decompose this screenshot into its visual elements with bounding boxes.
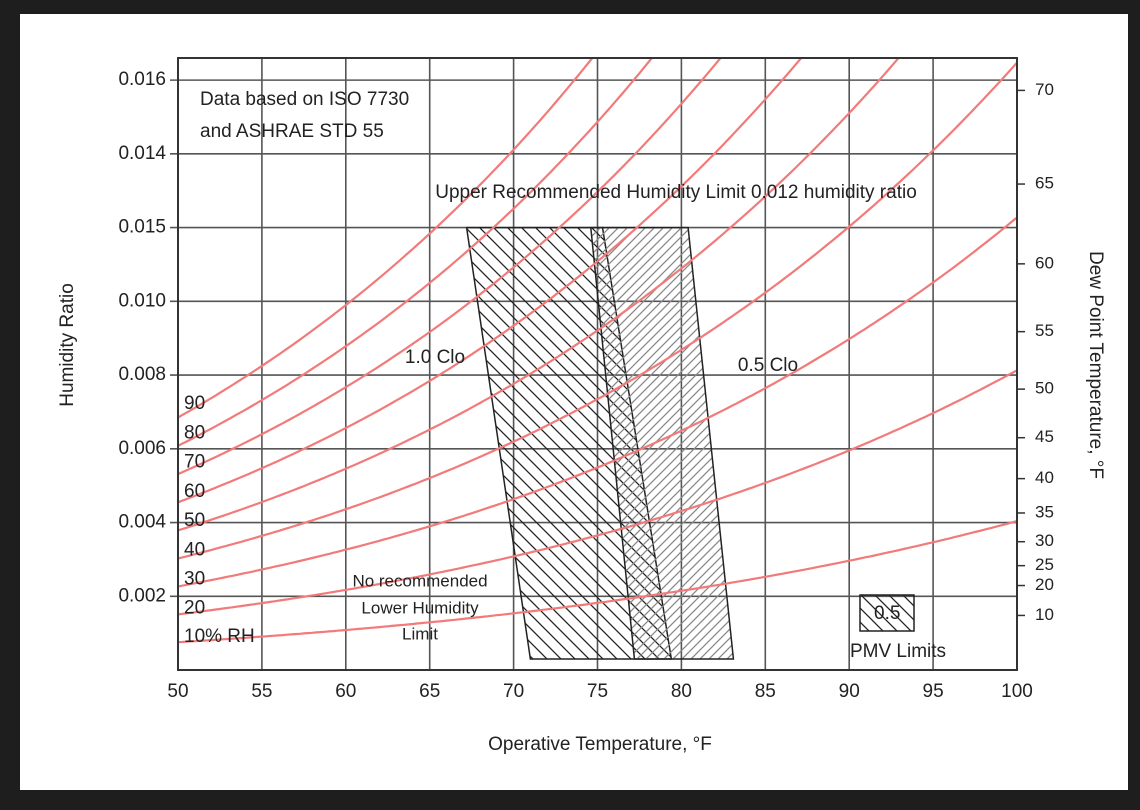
rh-label: 60 xyxy=(184,481,205,502)
y-tick-label: 0.010 xyxy=(118,290,166,311)
x-tick-label: 60 xyxy=(335,681,356,702)
rh-label: 80 xyxy=(184,422,205,443)
x-axis-label: Operative Temperature, °F xyxy=(488,734,712,755)
x-tick-label: 55 xyxy=(251,681,272,702)
comfort-zone xyxy=(589,226,735,660)
y-tick-label: 0.008 xyxy=(118,364,166,385)
lower-note: Lower Humidity xyxy=(361,598,479,617)
y2-tick-label: 50 xyxy=(1035,379,1054,398)
y2-tick-label: 40 xyxy=(1035,468,1054,487)
source-note: and ASHRAE STD 55 xyxy=(200,121,384,142)
y2-tick-label: 35 xyxy=(1035,502,1054,521)
plot-frame xyxy=(177,57,1018,671)
lower-note: Limit xyxy=(402,624,438,643)
y-axis-label: Humidity Ratio xyxy=(57,283,78,407)
x-tick-label: 90 xyxy=(839,681,860,702)
rh-curve xyxy=(178,58,722,476)
y2-tick-label: 70 xyxy=(1035,80,1054,99)
y-tick-label: 0.002 xyxy=(118,585,166,606)
source-note: Data based on ISO 7730 xyxy=(200,89,409,110)
x-tick-label: 75 xyxy=(587,681,608,702)
rh-curve xyxy=(178,216,1017,588)
x-tick-label: 70 xyxy=(503,681,524,702)
rh-curve xyxy=(178,61,1017,560)
rh-label: 90 xyxy=(184,393,205,414)
zone-label: 1.0 Clo xyxy=(405,347,465,368)
y2-tick-label: 65 xyxy=(1035,174,1054,193)
zone-label: 0.5 Clo xyxy=(738,355,798,376)
lower-note: No recommended xyxy=(352,571,487,590)
rh-curve xyxy=(178,58,901,532)
y2-tick-label: 20 xyxy=(1035,575,1054,594)
rh-curve xyxy=(178,58,803,504)
x-tick-label: 85 xyxy=(755,681,776,702)
legend-swatch xyxy=(859,594,915,632)
legend-title: PMV Limits xyxy=(850,641,946,662)
y2-axis-label: Dew Point Temperature, °F xyxy=(1085,251,1106,479)
x-tick-label: 95 xyxy=(923,681,944,702)
y2-tick-label: 10 xyxy=(1035,605,1054,624)
rh-label: 70 xyxy=(184,452,205,473)
y-tick-label: 0.015 xyxy=(118,217,166,238)
x-tick-label: 80 xyxy=(671,681,692,702)
rh-curve xyxy=(178,58,594,419)
rh-curve xyxy=(178,58,654,447)
rh-label: 30 xyxy=(184,568,205,589)
y2-tick-label: 60 xyxy=(1035,253,1054,272)
rh-curve xyxy=(178,520,1017,644)
x-tick-label: 50 xyxy=(167,681,188,702)
y2-tick-label: 30 xyxy=(1035,531,1054,550)
y-tick-label: 0.016 xyxy=(118,69,166,90)
rh-label: 50 xyxy=(184,510,205,531)
y-tick-label: 0.006 xyxy=(118,438,166,459)
rh-label: 20 xyxy=(184,597,205,618)
x-tick-label: 65 xyxy=(419,681,440,702)
y-tick-label: 0.004 xyxy=(118,512,166,533)
x-tick-label: 100 xyxy=(1001,681,1033,702)
legend-label: 0.5 xyxy=(874,603,900,624)
rh-curve xyxy=(178,369,1017,616)
rh-label: 40 xyxy=(184,539,205,560)
y2-tick-label: 25 xyxy=(1035,555,1054,574)
y-tick-label: 0.014 xyxy=(118,143,166,164)
limit-note: Upper Recommended Humidity Limit 0.012 h… xyxy=(435,182,917,203)
rh-label: 10% RH xyxy=(184,626,255,647)
y2-tick-label: 55 xyxy=(1035,321,1054,340)
y2-tick-label: 45 xyxy=(1035,427,1054,446)
